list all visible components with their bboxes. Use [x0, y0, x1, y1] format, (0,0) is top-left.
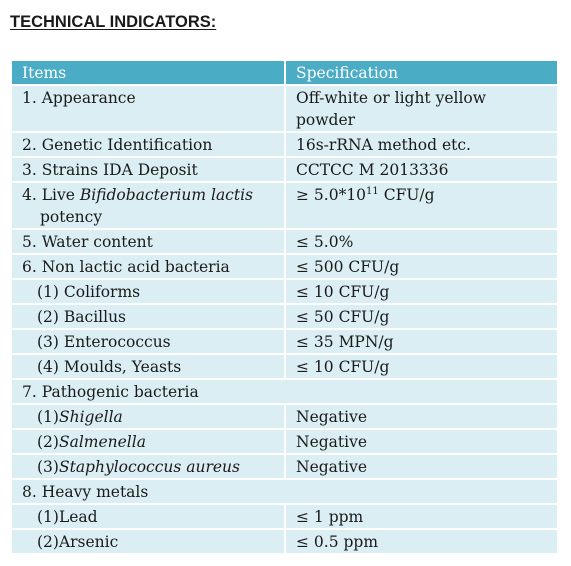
- table-row-genetic: 2. Genetic Identification 16s-rRNA metho…: [10, 131, 559, 158]
- item-cell: (1)Lead: [10, 503, 286, 530]
- technical-indicators-table: Items Specification 1. Appearance Off-wh…: [10, 59, 559, 555]
- table-row-live-potency: 4. Live Bifidobacterium lactis potency ≥…: [10, 181, 559, 230]
- table-row-coliforms: (1) Coliforms ≤ 10 CFU/g: [10, 278, 559, 305]
- table-row-strains: 3. Strains IDA Deposit CCTCC M 2013336: [10, 156, 559, 183]
- header-specification: Specification: [284, 59, 559, 86]
- spec-cell: ≤ 0.5 ppm: [284, 528, 559, 555]
- item-prefix: (2): [37, 433, 59, 451]
- species-name: Bifidobacterium lactis: [79, 186, 254, 204]
- spec-cell: Negative: [284, 403, 559, 430]
- species-name: Staphylococcus aureus: [58, 458, 240, 476]
- table-row-non-lactic: 6. Non lactic acid bacteria ≤ 500 CFU/g: [10, 253, 559, 280]
- item-cell: (2) Bacillus: [10, 303, 286, 330]
- spec-cell: ≤ 500 CFU/g: [284, 253, 559, 280]
- spec-unit: CFU/g: [378, 186, 435, 204]
- item-cell: (2)Arsenic: [10, 528, 286, 555]
- table-row-arsenic: (2)Arsenic ≤ 0.5 ppm: [10, 528, 559, 555]
- item-cell: 3. Strains IDA Deposit: [10, 156, 286, 183]
- item-prefix: (1): [37, 408, 59, 426]
- table-row-heavy-metals: 8. Heavy metals: [10, 478, 559, 505]
- table-row-pathogenic: 7. Pathogenic bacteria: [10, 378, 559, 405]
- item-cell: (4) Moulds, Yeasts: [10, 353, 286, 380]
- item-cell: 7. Pathogenic bacteria: [10, 378, 559, 405]
- spec-cell: CCTCC M 2013336: [284, 156, 559, 183]
- table-row-enterococcus: (3) Enterococcus ≤ 35 MPN/g: [10, 328, 559, 355]
- spec-cell: Negative: [284, 453, 559, 480]
- table-header-row: Items Specification: [10, 59, 559, 86]
- page-title: TECHNICAL INDICATORS:: [10, 13, 217, 31]
- spec-cell: Negative: [284, 428, 559, 455]
- spec-cell: ≤ 10 CFU/g: [284, 353, 559, 380]
- spec-cell: ≤ 50 CFU/g: [284, 303, 559, 330]
- item-cell: 4. Live Bifidobacterium lactis potency: [10, 181, 286, 230]
- species-name: Salmenella: [58, 433, 146, 451]
- spec-cell: ≤ 10 CFU/g: [284, 278, 559, 305]
- item-cell: 8. Heavy metals: [10, 478, 559, 505]
- item-cell: 5. Water content: [10, 228, 286, 255]
- spec-line: Off-white or light yellow: [296, 89, 487, 107]
- table-row-staphylococcus: (3)Staphylococcus aureus Negative: [10, 453, 559, 480]
- header-items: Items: [10, 59, 286, 86]
- item-cell: 2. Genetic Identification: [10, 131, 286, 158]
- spec-base: ≥ 5.0*10: [296, 186, 367, 204]
- spec-cell: ≤ 35 MPN/g: [284, 328, 559, 355]
- spec-cell: ≤ 5.0%: [284, 228, 559, 255]
- item-text-line2: potency: [40, 208, 103, 226]
- spec-exponent: 11: [366, 185, 379, 197]
- item-cell: (2)Salmenella: [10, 428, 286, 455]
- table-row-appearance: 1. Appearance Off-white or light yellow …: [10, 84, 559, 133]
- item-cell: (1) Coliforms: [10, 278, 286, 305]
- table-row-shigella: (1)Shigella Negative: [10, 403, 559, 430]
- table-row-salmenella: (2)Salmenella Negative: [10, 428, 559, 455]
- item-cell: 1. Appearance: [10, 84, 286, 133]
- table-row-moulds: (4) Moulds, Yeasts ≤ 10 CFU/g: [10, 353, 559, 380]
- table-row-bacillus: (2) Bacillus ≤ 50 CFU/g: [10, 303, 559, 330]
- spec-cell: 16s-rRNA method etc.: [284, 131, 559, 158]
- spec-cell: ≤ 1 ppm: [284, 503, 559, 530]
- item-cell: (1)Shigella: [10, 403, 286, 430]
- item-prefix: (3): [37, 458, 59, 476]
- species-name: Shigella: [58, 408, 123, 426]
- item-text: 4. Live: [22, 186, 80, 204]
- table-row-lead: (1)Lead ≤ 1 ppm: [10, 503, 559, 530]
- item-cell: (3)Staphylococcus aureus: [10, 453, 286, 480]
- table-row-water: 5. Water content ≤ 5.0%: [10, 228, 559, 255]
- spec-cell: ≥ 5.0*1011 CFU/g: [284, 181, 559, 230]
- spec-line: powder: [296, 111, 356, 129]
- spec-cell: Off-white or light yellow powder: [284, 84, 559, 133]
- item-cell: (3) Enterococcus: [10, 328, 286, 355]
- item-cell: 6. Non lactic acid bacteria: [10, 253, 286, 280]
